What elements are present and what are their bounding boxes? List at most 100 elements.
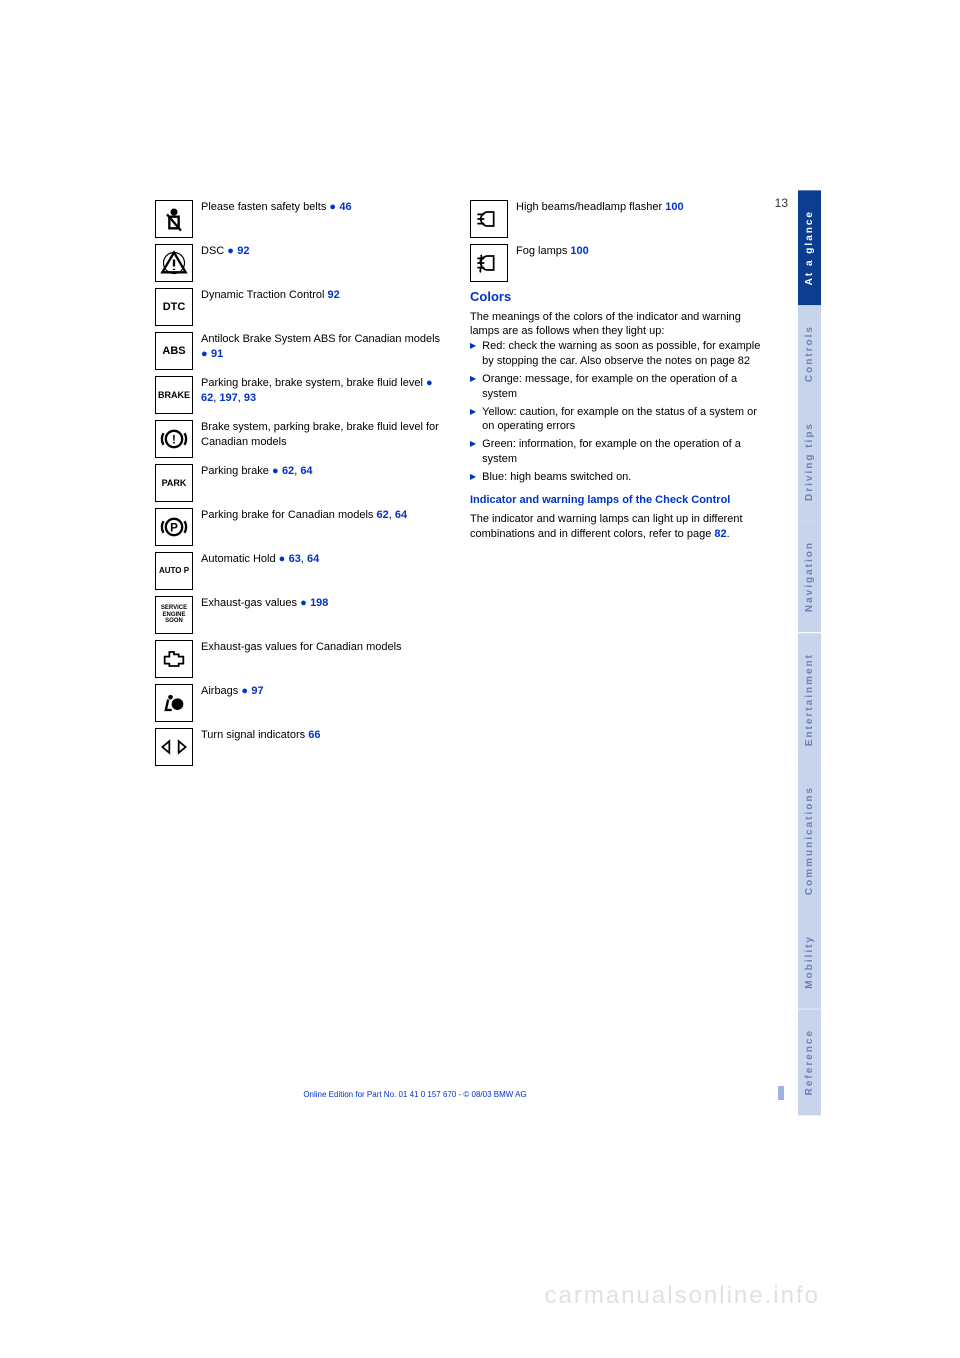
page-ref[interactable]: 92 — [328, 289, 340, 301]
page-ref[interactable]: 63 — [289, 553, 301, 565]
page-ref[interactable]: 46 — [339, 201, 351, 213]
p-circle-icon: P — [155, 508, 193, 546]
page-ref[interactable]: 66 — [308, 729, 320, 741]
svg-text:!: ! — [172, 434, 176, 447]
colors-list-item: Red: check the warning as soon as possib… — [470, 339, 765, 369]
indicator-dot: ● — [329, 200, 339, 215]
indicator-description: Parking brake for Canadian models 62, 64 — [201, 508, 450, 523]
page-ref[interactable]: 91 — [211, 348, 223, 360]
indicator-row: Fog lamps 100 — [470, 244, 765, 282]
indicator-dot: ● — [426, 376, 436, 391]
indicator-dot: ● — [227, 244, 237, 259]
ABS-icon: ABS — [155, 332, 193, 370]
page-ref[interactable]: 93 — [244, 392, 256, 404]
indicator-row: Please fasten safety belts ●46 — [155, 200, 450, 238]
indicator-row: SERVICEENGINESOON Exhaust-gas values ●198 — [155, 596, 450, 634]
tab-controls[interactable]: Controls — [798, 305, 821, 402]
indicator-description: Dynamic Traction Control 92 — [201, 288, 450, 303]
colors-list: Red: check the warning as soon as possib… — [470, 339, 765, 485]
check-control-heading: Indicator and warning lamps of the Check… — [470, 493, 765, 508]
indicator-description: Parking brake ●62, 64 — [201, 464, 450, 479]
indicator-dot: ● — [241, 684, 251, 699]
footer-text: Online Edition for Part No. 01 41 0 157 … — [155, 1090, 675, 1099]
service-engine-icon: SERVICEENGINESOON — [155, 596, 193, 634]
indicator-description: Airbags ●97 — [201, 684, 450, 699]
indicator-description: Parking brake, brake system, brake fluid… — [201, 376, 450, 406]
svg-text:P: P — [170, 522, 178, 535]
check-control-text: The indicator and warning lamps can ligh… — [470, 512, 765, 542]
section-tabs: At a glance Controls Driving tips Naviga… — [798, 190, 830, 1115]
indicator-row: Turn signal indicators 66 — [155, 728, 450, 766]
indicator-description: Brake system, parking brake, brake fluid… — [201, 420, 450, 450]
tab-navigation[interactable]: Navigation — [798, 521, 821, 632]
indicator-dot: ● — [279, 552, 289, 567]
tab-at-a-glance[interactable]: At a glance — [798, 190, 821, 305]
indicator-description: Exhaust-gas values ●198 — [201, 596, 450, 611]
PARK-icon: PARK — [155, 464, 193, 502]
page-ref[interactable]: 64 — [300, 465, 312, 477]
tab-mobility[interactable]: Mobility — [798, 915, 821, 1009]
indicator-row: AUTO P Automatic Hold ●63, 64 — [155, 552, 450, 590]
turn-signals-icon — [155, 728, 193, 766]
footer-marker — [778, 1086, 784, 1100]
engine-icon — [155, 640, 193, 678]
colors-list-item: Yellow: caution, for example on the stat… — [470, 405, 765, 435]
seatbelt-icon — [155, 200, 193, 238]
page-ref[interactable]: 62 — [376, 509, 388, 521]
indicator-row: Exhaust-gas values for Canadian models — [155, 640, 450, 678]
indicator-row: DTC Dynamic Traction Control 92 — [155, 288, 450, 326]
colors-heading: Colors — [470, 288, 765, 306]
indicator-description: Please fasten safety belts ●46 — [201, 200, 450, 215]
colors-intro: The meanings of the colors of the indica… — [470, 310, 765, 340]
page-ref[interactable]: 64 — [395, 509, 407, 521]
page-ref[interactable]: 62 — [201, 392, 213, 404]
colors-list-item: Blue: high beams switched on. — [470, 470, 765, 485]
indicator-row: ! Brake system, parking brake, brake flui… — [155, 420, 450, 458]
high-beam-icon — [470, 200, 508, 238]
indicator-description: Automatic Hold ●63, 64 — [201, 552, 450, 567]
page-ref[interactable]: 92 — [237, 245, 249, 257]
colors-list-item: Green: information, for example on the o… — [470, 437, 765, 467]
indicator-description: Antilock Brake System ABS for Canadian m… — [201, 332, 450, 362]
indicator-dot: ● — [300, 596, 310, 611]
indicator-row: High beams/headlamp flasher 100 — [470, 200, 765, 238]
AUTO P-icon: AUTO P — [155, 552, 193, 590]
tab-reference[interactable]: Reference — [798, 1009, 821, 1115]
right-column: High beams/headlamp flasher 100 Fog lamps… — [470, 200, 765, 772]
indicator-dot: ● — [201, 347, 211, 362]
indicator-description: DSC ●92 — [201, 244, 450, 259]
indicator-description: Turn signal indicators 66 — [201, 728, 450, 743]
page-ref[interactable]: 197 — [219, 392, 237, 404]
watermark: carmanualsonline.info — [545, 1282, 820, 1310]
page-ref[interactable]: 62 — [282, 465, 294, 477]
indicator-description: Exhaust-gas values for Canadian models — [201, 640, 450, 655]
indicator-dot: ● — [272, 464, 282, 479]
triangle-exclaim-icon — [155, 244, 193, 282]
page-ref[interactable]: 97 — [251, 685, 263, 697]
left-column: Please fasten safety belts ●46 DSC ●92 DTC… — [155, 200, 450, 772]
tab-communications[interactable]: Communications — [798, 766, 821, 915]
brake-circle-icon: ! — [155, 420, 193, 458]
BRAKE-icon: BRAKE — [155, 376, 193, 414]
indicator-description: High beams/headlamp flasher 100 — [516, 200, 765, 215]
tab-entertainment[interactable]: Entertainment — [798, 633, 821, 766]
tab-driving-tips[interactable]: Driving tips — [798, 402, 821, 521]
colors-list-item: Orange: message, for example on the oper… — [470, 372, 765, 402]
fog-icon — [470, 244, 508, 282]
indicator-row: P Parking brake for Canadian models 62, 6… — [155, 508, 450, 546]
page-number: 13 — [775, 196, 788, 210]
indicator-row: BRAKE Parking brake, brake system, brake … — [155, 376, 450, 414]
indicator-description: Fog lamps 100 — [516, 244, 765, 259]
page-content: Please fasten safety belts ●46 DSC ●92 DTC… — [155, 200, 765, 772]
indicator-row: PARK Parking brake ●62, 64 — [155, 464, 450, 502]
page-ref[interactable]: 198 — [310, 597, 328, 609]
indicator-row: Airbags ●97 — [155, 684, 450, 722]
indicator-row: DSC ●92 — [155, 244, 450, 282]
page-ref[interactable]: 100 — [570, 245, 588, 257]
page-ref[interactable]: 82 — [714, 528, 726, 540]
indicator-row: ABS Antilock Brake System ABS for Canadia… — [155, 332, 450, 370]
page-ref[interactable]: 100 — [665, 201, 683, 213]
page-ref[interactable]: 64 — [307, 553, 319, 565]
airbag-icon — [155, 684, 193, 722]
DTC-icon: DTC — [155, 288, 193, 326]
